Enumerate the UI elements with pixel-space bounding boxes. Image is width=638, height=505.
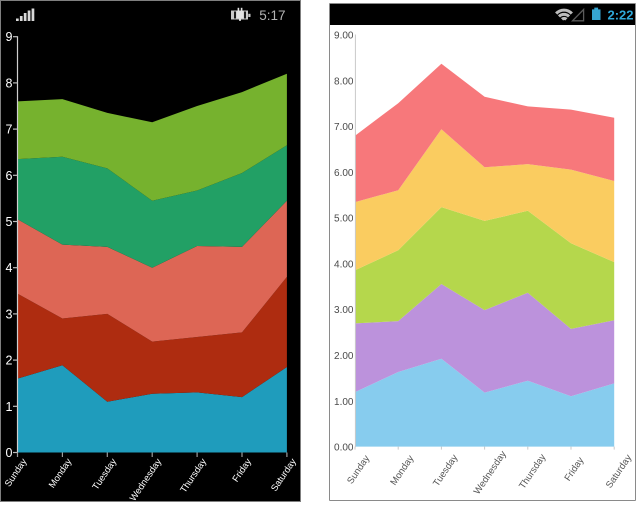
svg-text:5: 5 bbox=[6, 215, 13, 229]
svg-text:1: 1 bbox=[6, 400, 13, 414]
svg-text:5:17: 5:17 bbox=[259, 8, 285, 23]
svg-text:3.00: 3.00 bbox=[334, 305, 354, 316]
svg-text:9: 9 bbox=[6, 30, 13, 44]
svg-text:Saturday: Saturday bbox=[604, 453, 635, 491]
svg-text:7.00: 7.00 bbox=[334, 122, 354, 133]
svg-text:Monday: Monday bbox=[47, 456, 74, 489]
svg-text:Friday: Friday bbox=[230, 456, 253, 483]
svg-text:Wednesday: Wednesday bbox=[472, 449, 509, 497]
svg-text:8: 8 bbox=[6, 76, 13, 90]
svg-text:0.00: 0.00 bbox=[334, 443, 354, 454]
svg-text:1.00: 1.00 bbox=[334, 397, 354, 408]
svg-text:6: 6 bbox=[6, 169, 13, 183]
svg-text:Tuesday: Tuesday bbox=[90, 456, 118, 491]
svg-text:9.00: 9.00 bbox=[334, 31, 354, 42]
svg-text:8.00: 8.00 bbox=[334, 76, 354, 87]
svg-text:Friday: Friday bbox=[562, 455, 586, 483]
svg-text:Thursday: Thursday bbox=[517, 452, 548, 491]
svg-text:0: 0 bbox=[6, 446, 13, 460]
svg-text:4: 4 bbox=[6, 261, 13, 275]
svg-text:Monday: Monday bbox=[388, 453, 416, 487]
svg-text:3: 3 bbox=[6, 307, 13, 321]
svg-text:Thursday: Thursday bbox=[178, 456, 208, 494]
svg-text:Wednesday: Wednesday bbox=[128, 456, 164, 502]
svg-text:Sunday: Sunday bbox=[3, 456, 29, 488]
svg-text:2:22: 2:22 bbox=[607, 7, 633, 22]
svg-text:Saturday: Saturday bbox=[269, 456, 298, 493]
svg-text:7: 7 bbox=[6, 123, 13, 137]
svg-text:Sunday: Sunday bbox=[345, 453, 372, 486]
svg-text:2: 2 bbox=[6, 354, 13, 368]
svg-text:5.00: 5.00 bbox=[334, 214, 354, 225]
svg-text:Tuesday: Tuesday bbox=[431, 452, 460, 488]
svg-text:6.00: 6.00 bbox=[334, 168, 354, 179]
svg-text:4.00: 4.00 bbox=[334, 259, 354, 270]
svg-text:2.00: 2.00 bbox=[334, 351, 354, 362]
